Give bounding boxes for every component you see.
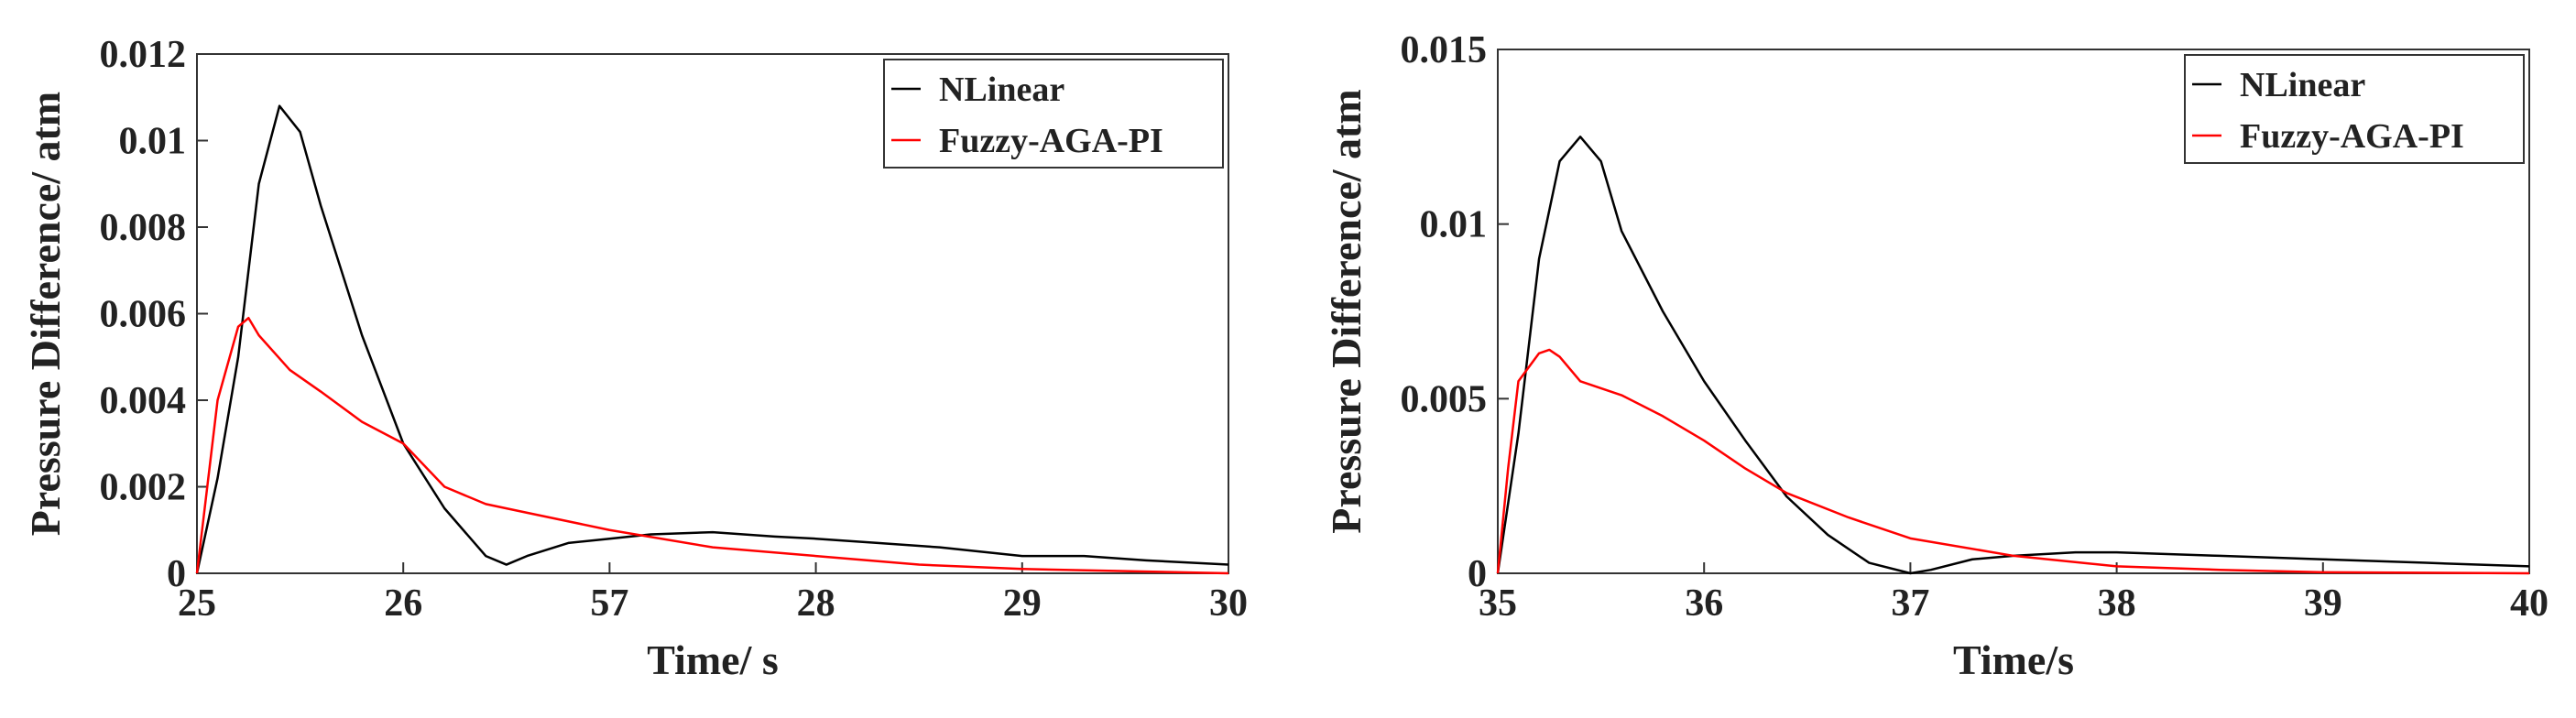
legend-label: Fuzzy-AGA-PI bbox=[2240, 117, 2464, 156]
x-tick-label: 28 bbox=[797, 582, 835, 625]
y-tick-label: 0.006 bbox=[100, 294, 187, 336]
y-tick-label: 0 bbox=[1468, 553, 1487, 595]
y-tick-label: 0.015 bbox=[1401, 29, 1488, 71]
x-tick-label: 40 bbox=[2510, 582, 2549, 625]
x-tick-label: 30 bbox=[1209, 582, 1248, 625]
data-line bbox=[195, 104, 1229, 574]
data-line bbox=[1496, 348, 2530, 575]
legend-label: NLinear bbox=[939, 71, 1064, 109]
x-tick-label: 39 bbox=[2304, 582, 2342, 625]
y-tick-label: 0 bbox=[167, 553, 186, 595]
x-tick-label: 25 bbox=[178, 582, 216, 625]
x-tick-label: 57 bbox=[590, 582, 628, 625]
y-tick-label: 0.005 bbox=[1401, 378, 1488, 420]
data-line bbox=[1496, 136, 2530, 575]
x-tick-label: 35 bbox=[1479, 582, 1517, 625]
y-axis-label: Pressure Difference/ atm bbox=[22, 92, 69, 536]
legend-label: Fuzzy-AGA-PI bbox=[939, 122, 1163, 160]
y-tick-label: 0.012 bbox=[100, 34, 187, 76]
legend-label: NLinear bbox=[2240, 66, 2365, 104]
legend-box bbox=[883, 59, 1224, 169]
y-tick-label: 0.01 bbox=[119, 121, 187, 163]
y-tick-label: 0.008 bbox=[100, 207, 187, 249]
x-tick-label: 38 bbox=[2098, 582, 2136, 625]
y-tick-label: 0.002 bbox=[100, 467, 187, 509]
x-tick-label: 37 bbox=[1891, 582, 1929, 625]
x-tick-label: 26 bbox=[384, 582, 422, 625]
y-axis-label: Pressure Difference/ atm bbox=[1323, 89, 1370, 533]
y-tick-label: 0.01 bbox=[1420, 204, 1488, 246]
x-tick-label: 36 bbox=[1685, 582, 1723, 625]
legend-box bbox=[2184, 54, 2525, 164]
data-line bbox=[195, 316, 1229, 575]
x-axis-label: Time/s bbox=[1953, 636, 2074, 683]
x-axis-label: Time/ s bbox=[647, 636, 779, 683]
plot-frame bbox=[1497, 49, 2530, 574]
x-tick-label: 29 bbox=[1003, 582, 1042, 625]
y-tick-label: 0.004 bbox=[100, 380, 187, 422]
